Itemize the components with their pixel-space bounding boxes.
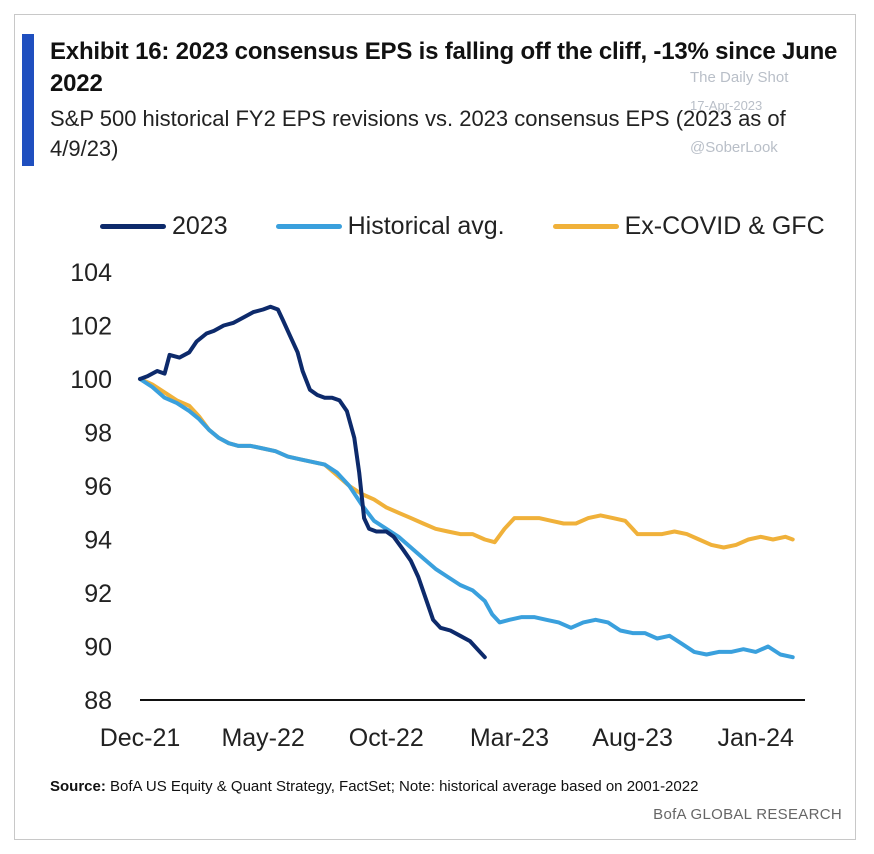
source-note: Source: BofA US Equity & Quant Strategy,… bbox=[50, 778, 698, 795]
legend-swatch-historical bbox=[275, 223, 342, 229]
watermark-line1: The Daily Shot bbox=[690, 69, 789, 86]
x-tick-label: Oct-22 bbox=[349, 724, 424, 752]
y-tick-label: 102 bbox=[70, 313, 112, 341]
brand-footer: BofA GLOBAL RESEARCH bbox=[653, 806, 842, 823]
series-line-historical bbox=[138, 377, 795, 660]
legend-swatch-excovid bbox=[552, 223, 619, 229]
source-text: BofA US Equity & Quant Strategy, FactSet… bbox=[110, 778, 699, 795]
legend-swatch-2023 bbox=[100, 223, 166, 229]
y-tick-label: 92 bbox=[84, 580, 112, 608]
chart-subtitle: S&P 500 historical FY2 EPS revisions vs.… bbox=[50, 106, 786, 161]
watermark-line3: @SoberLook bbox=[690, 139, 778, 156]
x-tick-label: Jan-24 bbox=[718, 724, 795, 752]
y-tick-label: 98 bbox=[84, 420, 112, 448]
y-tick-label: 96 bbox=[84, 473, 112, 501]
x-tick-label: May-22 bbox=[221, 724, 304, 752]
legend-label-2023: 2023 bbox=[172, 211, 228, 240]
chart-legend: 2023 Historical avg. Ex-COVID & GFC bbox=[100, 208, 873, 244]
y-tick-label: 90 bbox=[84, 634, 112, 662]
title-accent-bar bbox=[22, 34, 34, 166]
chart-frame bbox=[14, 14, 856, 840]
legend-item-excovid: Ex-COVID & GFC bbox=[552, 211, 825, 241]
watermark-line2: 17-Apr-2023 bbox=[690, 98, 763, 113]
series-line-excovid bbox=[138, 377, 795, 550]
y-tick-label: 94 bbox=[84, 527, 112, 555]
x-tick-label: Aug-23 bbox=[592, 724, 673, 752]
y-tick-label: 104 bbox=[70, 259, 112, 287]
y-tick-label: 100 bbox=[70, 366, 112, 394]
y-tick-label: 88 bbox=[84, 687, 112, 715]
x-tick-label: Dec-21 bbox=[100, 724, 181, 752]
legend-item-2023: 2023 bbox=[100, 212, 228, 241]
legend-item-historical: Historical avg. bbox=[275, 211, 505, 241]
series-line-s2023 bbox=[138, 304, 487, 660]
chart-title: Exhibit 16: 2023 consensus EPS is fallin… bbox=[50, 38, 838, 97]
legend-label-excovid: Ex-COVID & GFC bbox=[624, 211, 825, 240]
x-tick-label: Mar-23 bbox=[470, 724, 549, 752]
legend-label-historical: Historical avg. bbox=[347, 211, 505, 240]
source-label: Source: bbox=[50, 778, 106, 795]
